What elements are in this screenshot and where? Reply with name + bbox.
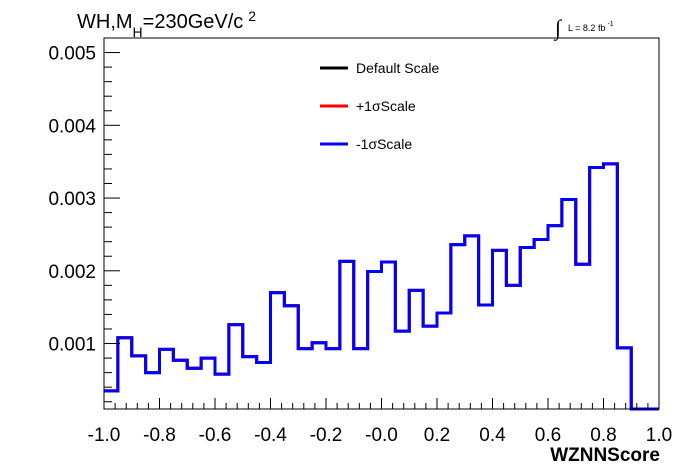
luminosity-label: ∫ L = 8.2 fb -1 [553, 15, 614, 41]
x-tick-label: 0.2 [424, 425, 450, 446]
y-tick-label: 0.004 [48, 116, 96, 137]
series-line-2 [104, 162, 659, 411]
title-main: WH,M [77, 11, 133, 33]
x-tick-label: 0.8 [590, 425, 616, 446]
lumi-superscript: -1 [607, 21, 613, 28]
x-tick-label: 0.4 [479, 425, 506, 446]
x-tick-label: -0.2 [310, 425, 343, 446]
svg-text:L = 8.2 fb-1: L = 8.2 fb -1 [568, 21, 614, 33]
y-tick-label: 0.001 [48, 335, 96, 356]
y-tick-label: 0.003 [48, 189, 96, 210]
x-tick-label: 0.6 [535, 425, 561, 446]
x-tick-label: -0.4 [254, 425, 287, 446]
chart-title: WH,MH=230GeV/c 2 [77, 8, 256, 40]
x-tick-label: -0.0 [365, 425, 398, 446]
x-tick-label: -0.6 [199, 425, 232, 446]
legend-label: Default Scale [356, 60, 439, 76]
y-axis: 0.001 0.002 0.003 0.004 0.005 [48, 37, 120, 403]
y-tick-label: 0.002 [48, 262, 96, 283]
legend-label: +1σScale [356, 98, 416, 114]
title-subscript: H [133, 24, 143, 40]
series-layer [104, 162, 659, 411]
title-rest: =230GeV/c [143, 11, 244, 33]
svg-text:WH,MH=230GeV/c2: WH,MH=230GeV/c 2 [77, 8, 256, 40]
y-tick-label: 0.005 [48, 44, 96, 65]
integral-sign: ∫ [553, 15, 563, 41]
legend-label: -1σScale [356, 136, 412, 152]
lumi-main: L = 8.2 fb [568, 23, 605, 33]
x-tick-label: -0.8 [143, 425, 176, 446]
x-axis: -1.0 -0.8 -0.6 -0.4 -0.2 -0.0 0.2 0.4 0.6 0.8 1.0 [88, 398, 672, 446]
x-tick-label: 1.0 [646, 425, 672, 446]
x-axis-title: WZNNScore [550, 445, 660, 466]
legend: Default Scale +1σScale -1σScale [320, 60, 439, 152]
title-superscript: 2 [248, 8, 256, 24]
x-tick-label: -1.0 [88, 425, 121, 446]
